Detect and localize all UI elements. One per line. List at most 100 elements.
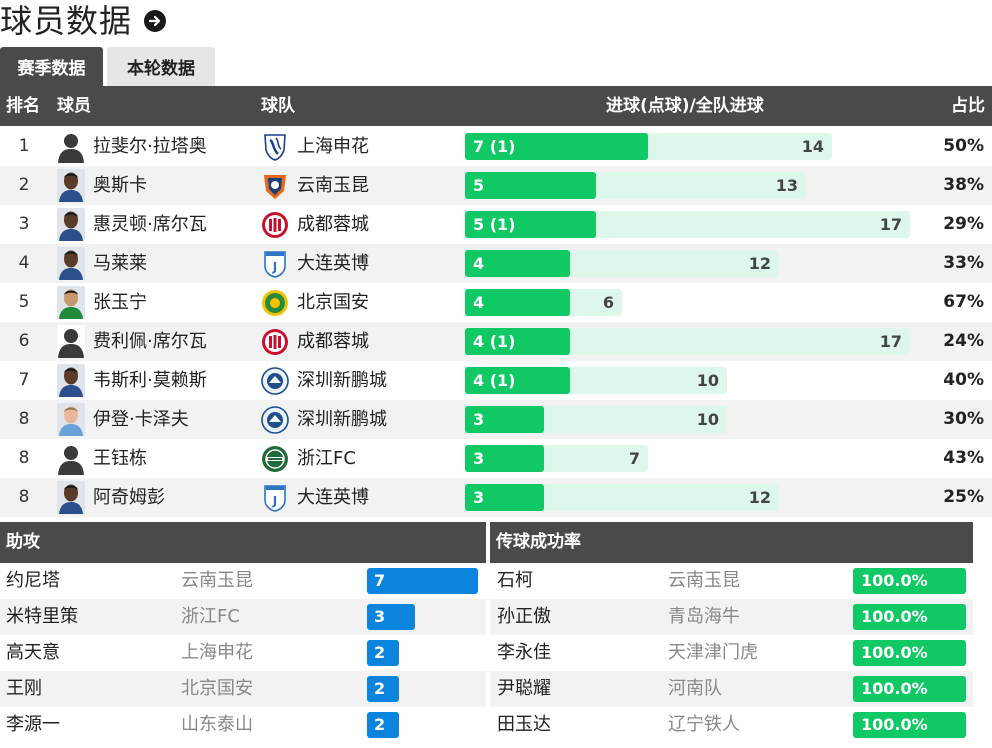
team-name-link[interactable]: 云南玉昆 [297, 175, 369, 196]
arrow-right-icon[interactable] [144, 10, 167, 32]
guoan-logo[interactable] [260, 288, 290, 318]
player-avatar[interactable] [57, 481, 85, 514]
player-avatar[interactable] [57, 169, 85, 202]
team-name-link[interactable]: 北京国安 [297, 292, 369, 313]
team-name-link[interactable]: 深圳新鹏城 [297, 409, 387, 430]
team-name-link[interactable]: 辽宁铁人 [668, 714, 740, 735]
player-name-link[interactable]: 米特里策 [6, 606, 78, 627]
player-name-link[interactable]: 石柯 [497, 570, 533, 591]
goals-label: 7 (1) [473, 137, 516, 156]
team-name-link[interactable]: 深圳新鹏城 [297, 370, 387, 391]
goals-label: 3 [473, 488, 485, 507]
yunnan-logo[interactable] [260, 171, 290, 201]
pass-success-title: 传球成功率 [490, 522, 973, 563]
pass-success-panel: 传球成功率 石柯 云南玉昆 100.0% 孙正傲 青岛海牛 100.0% 李永佳 天津津门虎 1… [490, 522, 973, 743]
player-avatar[interactable] [57, 364, 85, 397]
player-avatar[interactable] [57, 286, 85, 319]
team-name-link[interactable]: 成都蓉城 [297, 331, 369, 352]
team-name-link[interactable]: 河南队 [668, 678, 722, 699]
shenhua-logo[interactable] [260, 132, 290, 162]
team-name-link[interactable]: 云南玉昆 [181, 570, 253, 591]
player-name-link[interactable]: 奥斯卡 [93, 175, 147, 196]
list-item: 尹聪耀 河南队 100.0% [490, 671, 973, 707]
team-name-link[interactable]: 山东泰山 [181, 714, 253, 735]
team-name-link[interactable]: 浙江FC [181, 606, 240, 627]
title-row: 球员数据 [0, 0, 167, 42]
rank-cell: 8 [18, 448, 30, 468]
player-name-link[interactable]: 李永佳 [497, 642, 551, 663]
avatar-placeholder-icon[interactable] [57, 442, 85, 475]
goal-share-pct: 40% [943, 370, 984, 390]
tab-bar: 赛季数据 本轮数据 [0, 47, 219, 86]
goals-label: 5 (1) [473, 215, 516, 234]
assist-bar: 7 [367, 568, 478, 594]
player-name-link[interactable]: 李源一 [6, 714, 60, 735]
player-avatar[interactable] [57, 403, 85, 436]
player-name-link[interactable]: 马莱莱 [93, 253, 147, 274]
player-name-link[interactable]: 韦斯利·莫赖斯 [93, 370, 207, 391]
goal-share-pct: 25% [943, 487, 984, 507]
shenzhen-logo[interactable] [260, 366, 290, 396]
player-goals-bar [465, 406, 544, 433]
list-item: 约尼塔 云南玉昆 7 [0, 563, 486, 599]
player-name-link[interactable]: 田玉达 [497, 714, 551, 735]
zhejiang-logo[interactable] [260, 444, 290, 474]
pass-rate-bar: 100.0% [853, 712, 966, 738]
player-avatar[interactable] [57, 208, 85, 241]
team-name-link[interactable]: 浙江FC [297, 448, 356, 469]
player-goals-bar [465, 211, 596, 238]
header-goals: 进球(点球)/全队进球 [606, 96, 764, 116]
chengdu-logo[interactable] [260, 210, 290, 240]
team-goals-label: 6 [602, 293, 614, 312]
player-name-link[interactable]: 费利佩·席尔瓦 [93, 331, 207, 352]
table-row: 3 惠灵顿·席尔瓦 成都蓉城 5 (1) 17 29% [0, 205, 992, 244]
list-item: 孙正傲 青岛海牛 100.0% [490, 599, 973, 635]
table-row: 8 伊登·卡泽夫 深圳新鹏城 3 10 30% [0, 400, 992, 439]
tab-season-stats[interactable]: 赛季数据 [0, 47, 103, 86]
chengdu-logo[interactable] [260, 327, 290, 357]
goals-table-header: 排名 球员 球队 进球(点球)/全队进球 占比 [0, 86, 992, 126]
assist-bar: 2 [367, 712, 399, 738]
player-goals-bar [465, 133, 648, 160]
table-row: 5 张玉宁 北京国安 4 6 67% [0, 283, 992, 322]
team-name-link[interactable]: 上海申花 [181, 642, 253, 663]
goal-share-pct: 30% [943, 409, 984, 429]
player-goals-bar [465, 367, 570, 394]
rank-cell: 6 [18, 331, 30, 351]
team-name-link[interactable]: 北京国安 [181, 678, 253, 699]
team-name-link[interactable]: 青岛海牛 [668, 606, 740, 627]
rank-cell: 8 [18, 487, 30, 507]
shenzhen-logo[interactable] [260, 405, 290, 435]
team-name-link[interactable]: 云南玉昆 [668, 570, 740, 591]
tab-round-stats[interactable]: 本轮数据 [107, 47, 215, 86]
player-name-link[interactable]: 伊登·卡泽夫 [93, 409, 189, 430]
dalian-logo[interactable]: J [260, 249, 290, 279]
player-name-link[interactable]: 孙正傲 [497, 606, 551, 627]
player-name-link[interactable]: 高天意 [6, 642, 60, 663]
player-avatar[interactable] [57, 247, 85, 280]
player-name-link[interactable]: 王钰栋 [93, 448, 147, 469]
player-name-link[interactable]: 张玉宁 [93, 292, 147, 313]
goal-share-pct: 50% [943, 136, 984, 156]
player-name-link[interactable]: 尹聪耀 [497, 678, 551, 699]
team-name-link[interactable]: 大连英博 [297, 487, 369, 508]
avatar-placeholder-icon[interactable] [57, 325, 85, 358]
player-goals-bar [465, 172, 596, 199]
player-name-link[interactable]: 拉斐尔·拉塔奥 [93, 136, 207, 157]
player-goals-bar [465, 250, 570, 277]
team-name-link[interactable]: 上海申花 [297, 136, 369, 157]
player-name-link[interactable]: 惠灵顿·席尔瓦 [93, 214, 207, 235]
team-name-link[interactable]: 成都蓉城 [297, 214, 369, 235]
pass-rate-bar: 100.0% [853, 604, 966, 630]
player-name-link[interactable]: 约尼塔 [6, 570, 60, 591]
dalian-logo[interactable]: J [260, 483, 290, 513]
player-name-link[interactable]: 王刚 [6, 678, 42, 699]
avatar-placeholder-icon[interactable] [57, 130, 85, 163]
rank-cell: 4 [18, 253, 30, 273]
team-goals-label: 12 [748, 254, 771, 273]
team-name-link[interactable]: 天津津门虎 [668, 642, 758, 663]
team-goals-label: 7 [628, 449, 640, 468]
rank-cell: 7 [18, 370, 30, 390]
player-name-link[interactable]: 阿奇姆彭 [93, 487, 165, 508]
team-name-link[interactable]: 大连英博 [297, 253, 369, 274]
